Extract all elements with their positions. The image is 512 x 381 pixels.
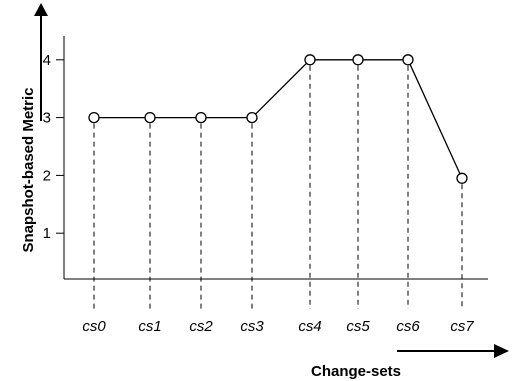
y-ticks: 1 2 3 4 [43, 52, 64, 242]
x-axis-title: Change-sets [311, 363, 401, 380]
drop-lines [94, 66, 462, 309]
x-tick-label-cs5: cs5 [346, 318, 370, 335]
y-tick-label-1: 1 [43, 225, 51, 242]
x-tick-labels: cs0 cs1 cs2 cs3 cs4 cs5 cs6 cs7 [82, 318, 474, 335]
x-tick-label-cs6: cs6 [396, 318, 420, 335]
data-points [89, 55, 467, 183]
x-tick-label-cs1: cs1 [138, 318, 161, 335]
x-tick-label-cs4: cs4 [298, 318, 321, 335]
y-tick-label-2: 2 [43, 167, 51, 184]
x-tick-label-cs3: cs3 [240, 318, 264, 335]
y-arrow-head [34, 3, 48, 16]
point-cs0 [89, 113, 99, 123]
y-axis-title: Snapshot-based Metric [20, 87, 37, 252]
x-arrow-head [494, 344, 509, 358]
x-tick-label-cs0: cs0 [82, 318, 106, 335]
x-tick-label-cs7: cs7 [450, 318, 474, 335]
point-cs4 [305, 55, 315, 65]
point-cs5 [353, 55, 363, 65]
point-cs3 [247, 113, 257, 123]
point-cs7 [457, 173, 467, 183]
point-cs6 [403, 55, 413, 65]
y-tick-label-4: 4 [43, 52, 51, 69]
x-tick-label-cs2: cs2 [189, 318, 213, 335]
point-cs2 [196, 113, 206, 123]
point-cs1 [145, 113, 155, 123]
x-arrow [397, 344, 509, 358]
y-tick-label-3: 3 [43, 110, 51, 127]
